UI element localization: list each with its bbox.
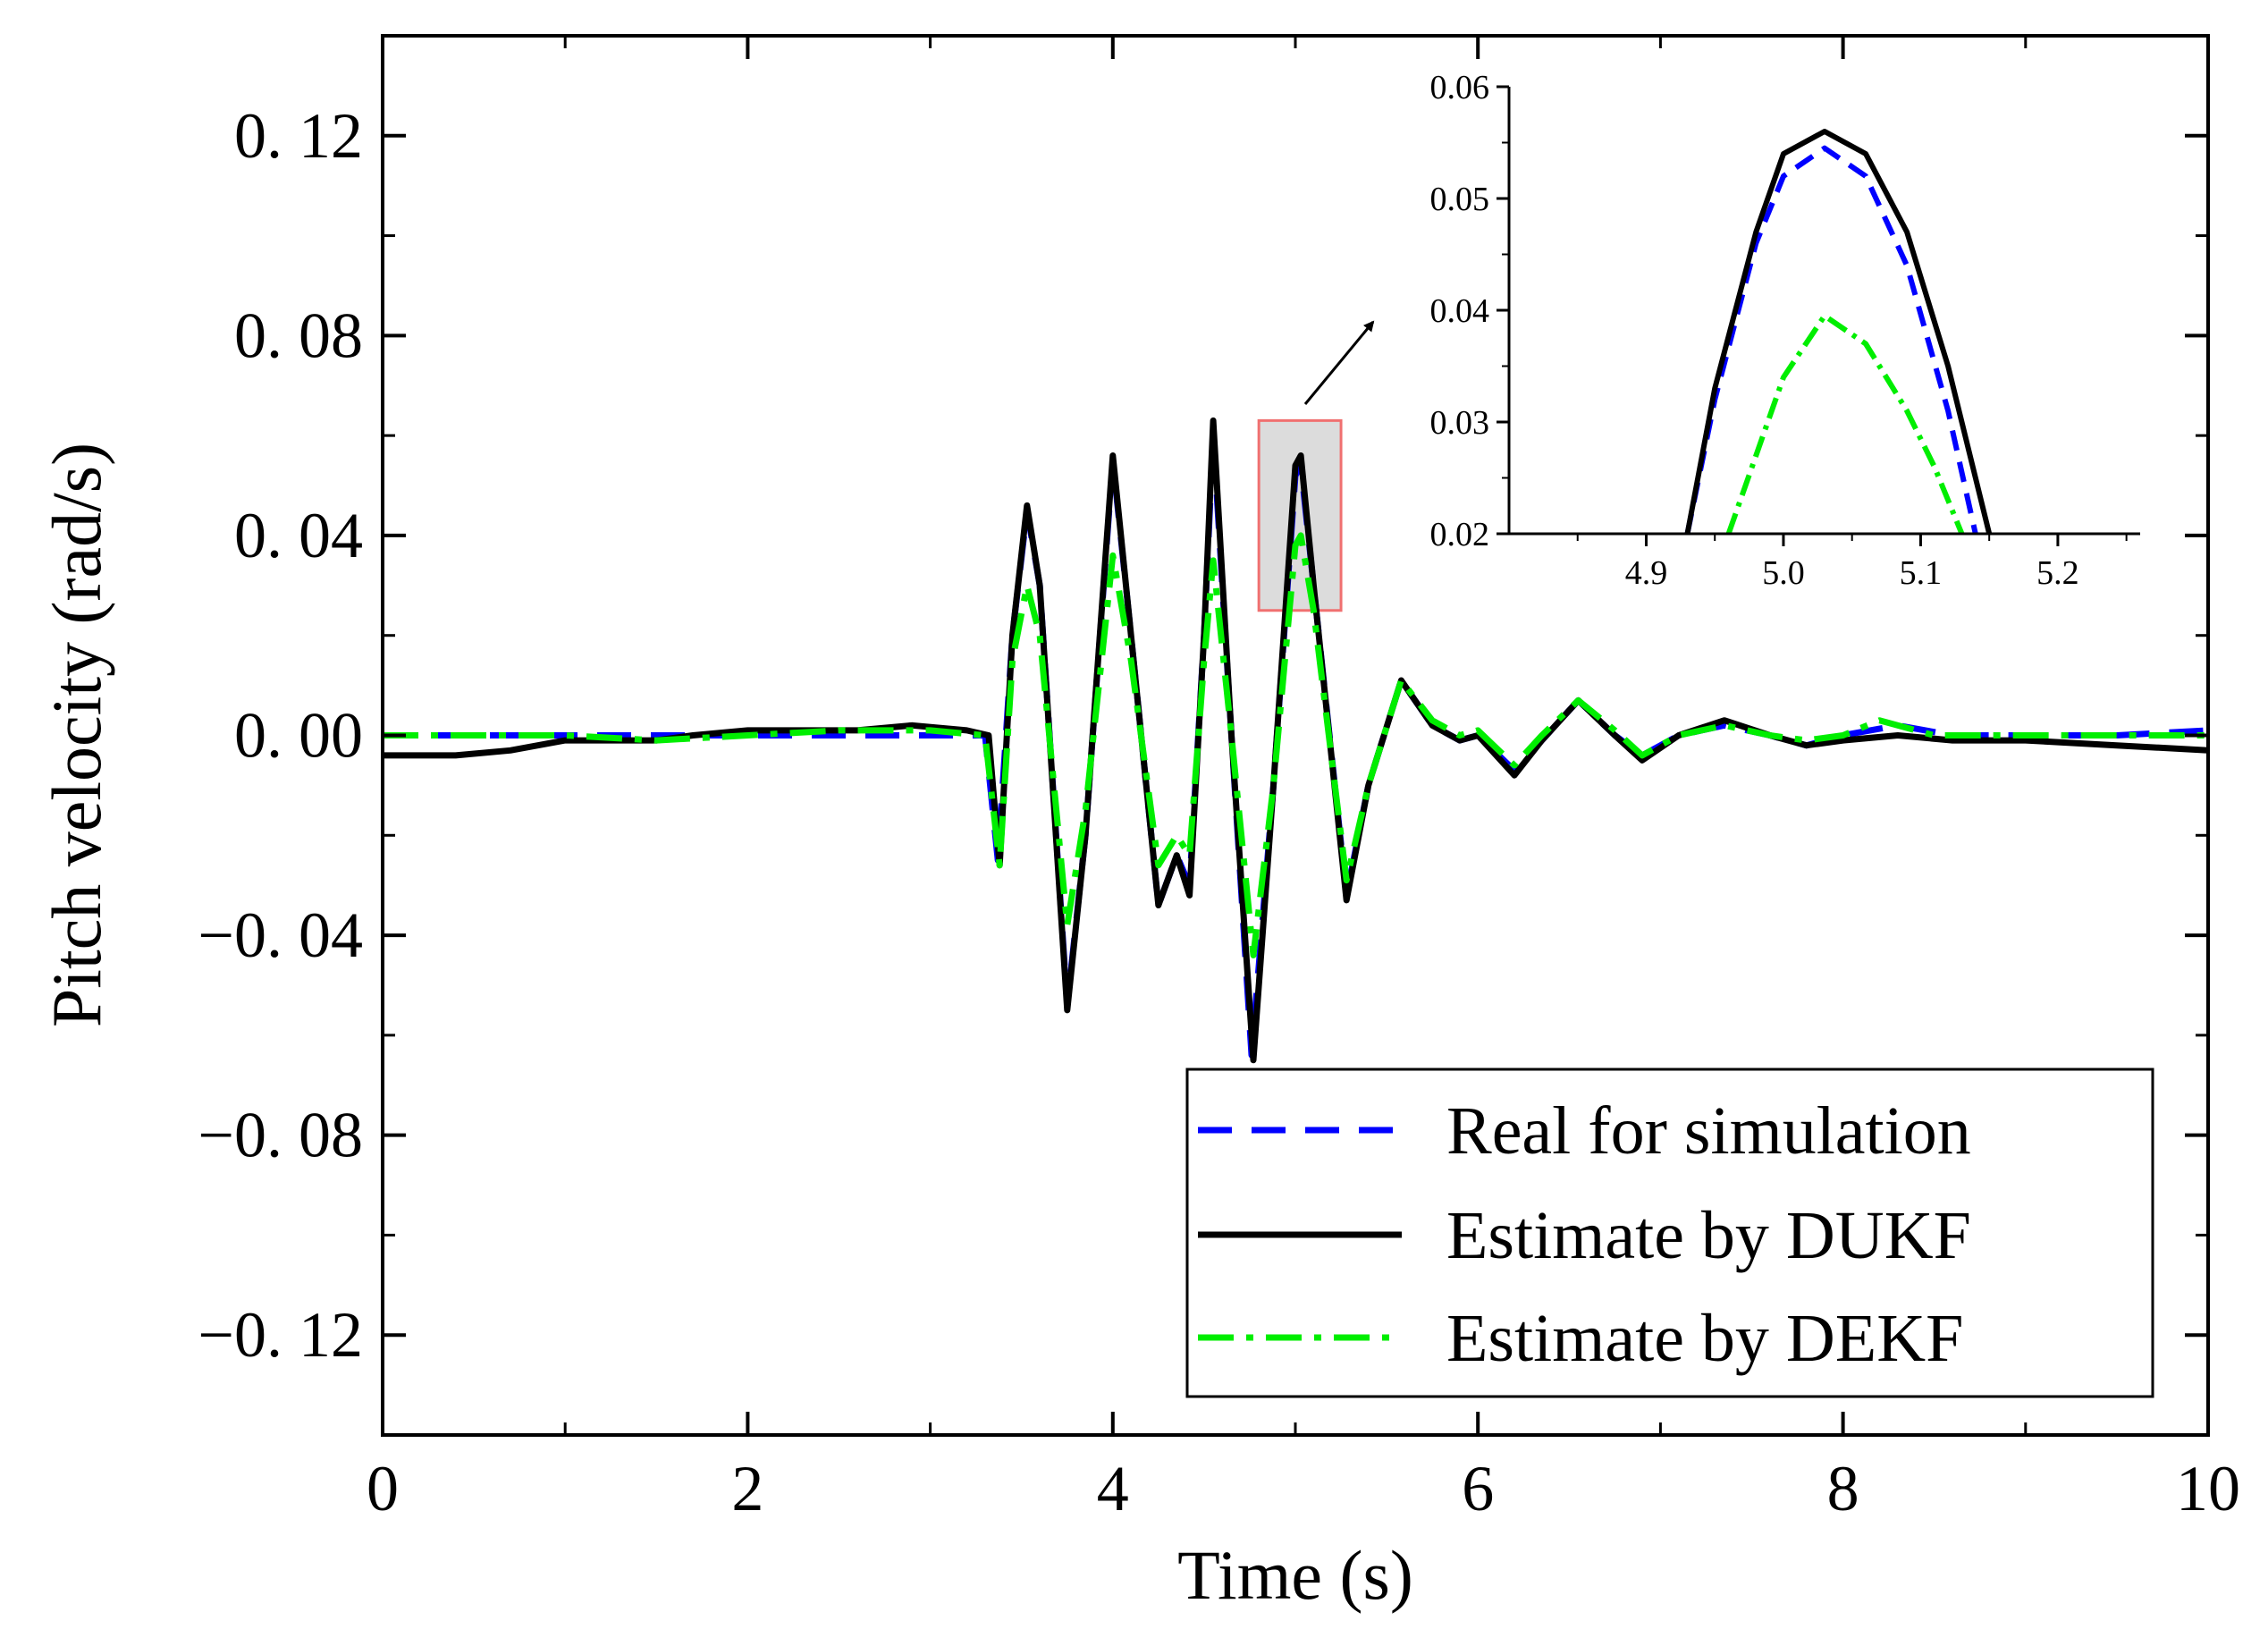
inset-x-tick-label: 5.0	[1762, 554, 1805, 592]
x-tick-label: 0	[367, 1453, 399, 1524]
inset-series-line-2	[1725, 313, 1965, 534]
inset-y-tick-labels: 0.02 0.03 0.04 0.05 0.06	[1430, 69, 1490, 553]
inset-y-tick-label: 0.03	[1430, 404, 1490, 442]
main-y-tick-labels: −0. 12 −0. 08 −0. 04 0. 00 0. 04 0. 08 0. 12	[198, 100, 363, 1371]
main-plot: −0. 12 −0. 08 −0. 04 0. 00 0. 04 0. 08 0. 12 0…	[38, 34, 2240, 1614]
legend-label-dekf: Estimate by DEKF	[1446, 1301, 1963, 1376]
inset-series-line-0	[1684, 145, 1978, 534]
x-tick-label: 6	[1462, 1453, 1494, 1524]
main-ticks	[381, 34, 2210, 1437]
x-tick-label: 8	[1827, 1453, 1859, 1524]
series-line-2	[383, 532, 2208, 958]
x-tick-label: 2	[731, 1453, 763, 1524]
inset-x-tick-label: 5.2	[2036, 554, 2079, 592]
legend: Real for simulation Estimate by DUKF Est…	[1185, 1068, 2154, 1398]
inset-y-tick-label: 0.06	[1430, 69, 1490, 106]
inset-y-tick-label: 0.04	[1430, 292, 1490, 330]
x-axis-title: Time (s)	[1177, 1536, 1413, 1614]
inset-ticks	[1497, 85, 2128, 546]
x-tick-label: 4	[1097, 1453, 1129, 1524]
y-tick-label: 0. 12	[234, 100, 363, 172]
inset-x-tick-label: 4.9	[1625, 554, 1668, 592]
inset-plot: 0.02 0.03 0.04 0.05 0.06 4.9 5.0 5.1 5.2	[1430, 69, 2140, 592]
main-x-tick-labels: 0 2 4 6 8 10	[367, 1453, 2240, 1524]
inset-x-tick-label: 5.1	[1900, 554, 1943, 592]
main-series-group	[383, 417, 2208, 1064]
inset-y-tick-label: 0.02	[1430, 516, 1490, 553]
y-tick-label: −0. 04	[198, 899, 363, 971]
y-tick-label: 0. 00	[234, 700, 363, 772]
inset-series-group	[1684, 129, 1993, 534]
inset-background	[1509, 87, 2140, 534]
y-tick-label: −0. 12	[198, 1299, 363, 1371]
x-tick-label: 10	[2176, 1453, 2240, 1524]
y-tick-label: 0. 04	[234, 500, 363, 571]
legend-label-dukf: Estimate by DUKF	[1446, 1198, 1971, 1273]
inset-y-tick-label: 0.05	[1430, 181, 1490, 218]
zoom-arrow	[1303, 320, 1375, 405]
legend-label-real: Real for simulation	[1446, 1093, 1971, 1169]
inset-x-tick-labels: 4.9 5.0 5.1 5.2	[1625, 554, 2079, 592]
y-tick-label: 0. 08	[234, 300, 363, 371]
y-tick-label: −0. 08	[198, 1100, 363, 1171]
zoom-region-box	[1257, 418, 1343, 612]
y-axis-title: Pitch velocity (rad/s)	[38, 443, 115, 1027]
inset-series-line-1	[1684, 129, 1993, 534]
